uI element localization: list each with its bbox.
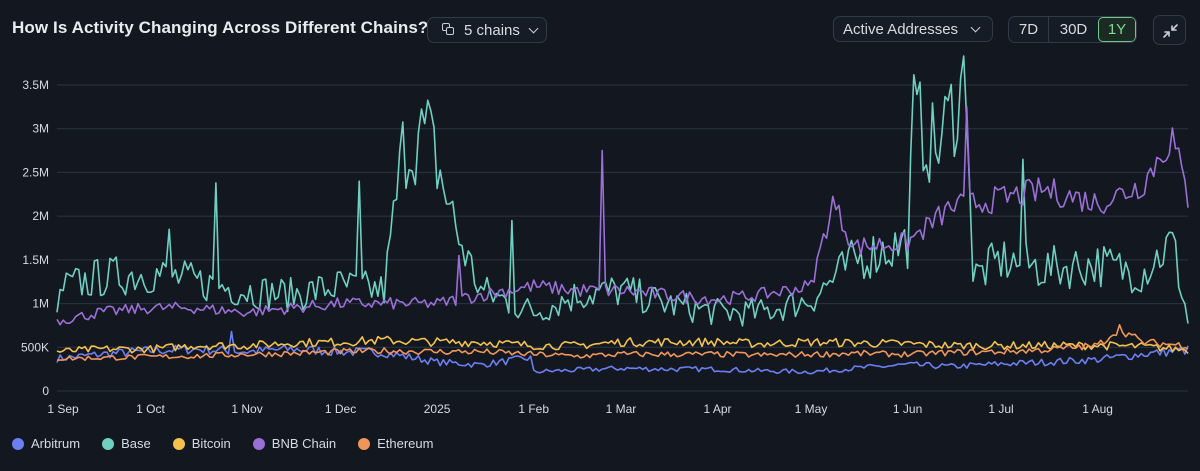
x-tick-label: 1 Sep xyxy=(47,402,79,416)
series-line-base xyxy=(56,55,1189,327)
series-line-ethereum xyxy=(56,324,1189,362)
range-7d-button[interactable]: 7D xyxy=(1009,17,1049,42)
copy-icon xyxy=(442,23,456,37)
series-lines xyxy=(56,55,1189,375)
x-axis: 1 Sep 1 Oct 1 Nov 1 Dec 2025 1 Feb 1 Mar 1 Apr 1… xyxy=(47,402,1113,416)
range-1y-button[interactable]: 1Y xyxy=(1098,17,1136,42)
legend-item-ethereum[interactable]: Ethereum xyxy=(358,436,433,451)
series-line-bnb-chain xyxy=(56,106,1189,326)
legend-swatch xyxy=(102,437,115,450)
legend-item-base[interactable]: Base xyxy=(102,436,151,451)
x-tick-label: 1 May xyxy=(795,402,828,416)
legend-swatch xyxy=(252,437,265,450)
legend-swatch xyxy=(358,437,371,450)
y-tick-label: 1.5M xyxy=(22,253,49,267)
legend-label: Ethereum xyxy=(377,436,434,451)
x-tick-label: 1 Oct xyxy=(136,402,165,416)
collapse-arrows-icon xyxy=(1163,24,1178,38)
x-tick-label: 1 Apr xyxy=(704,402,732,416)
series-line-bitcoin xyxy=(56,335,1189,354)
metric-selector[interactable]: Active Addresses xyxy=(833,16,993,42)
y-tick-label: 3M xyxy=(32,122,49,136)
legend-label: Bitcoin xyxy=(191,436,231,451)
x-tick-label: 1 Jul xyxy=(988,402,1013,416)
legend-item-arbitrum[interactable]: Arbitrum xyxy=(12,436,80,451)
chains-selector[interactable]: 5 chains xyxy=(427,17,547,43)
grid-lines xyxy=(57,84,1188,392)
metric-label: Active Addresses xyxy=(843,20,959,38)
chart-title: How Is Activity Changing Across Differen… xyxy=(12,18,429,37)
legend-label: Base xyxy=(121,436,151,451)
series-line-arbitrum xyxy=(56,330,1189,375)
collapse-button[interactable] xyxy=(1153,15,1186,45)
y-tick-label: 3.5M xyxy=(22,78,49,92)
x-tick-label: 1 Nov xyxy=(231,402,262,416)
legend-swatch xyxy=(172,437,185,450)
chains-label: 5 chains xyxy=(464,21,520,39)
y-tick-label: 2.5M xyxy=(22,165,49,179)
y-tick-label: 0 xyxy=(42,384,49,398)
x-tick-label: 1 Dec xyxy=(325,402,356,416)
legend-swatch xyxy=(12,437,24,450)
x-tick-label: 1 Mar xyxy=(606,402,637,416)
x-tick-label: 1 Jun xyxy=(893,402,922,416)
legend-label: Arbitrum xyxy=(31,436,81,451)
chart-header: How Is Activity Changing Across Differen… xyxy=(0,0,1200,60)
y-tick-label: 1M xyxy=(32,297,49,311)
x-tick-label: 1 Feb xyxy=(518,402,549,416)
legend-item-bnb-chain[interactable]: BNB Chain xyxy=(252,436,337,451)
y-tick-label: 2M xyxy=(32,209,49,223)
range-toggle-group: 7D 30D 1Y xyxy=(1008,16,1137,43)
legend-item-bitcoin[interactable]: Bitcoin xyxy=(172,436,231,451)
x-tick-label: 2025 xyxy=(424,402,451,416)
legend-label: BNB Chain xyxy=(271,436,337,451)
chart-legend: Arbitrum Base Bitcoin BNB Chain Ethereum xyxy=(12,436,455,451)
range-30d-button[interactable]: 30D xyxy=(1059,21,1088,38)
y-axis: 0 500K 1M 1.5M 2M 2.5M 3M 3.5M xyxy=(21,78,49,398)
x-tick-label: 1 Aug xyxy=(1082,402,1113,416)
y-tick-label: 500K xyxy=(21,340,49,354)
